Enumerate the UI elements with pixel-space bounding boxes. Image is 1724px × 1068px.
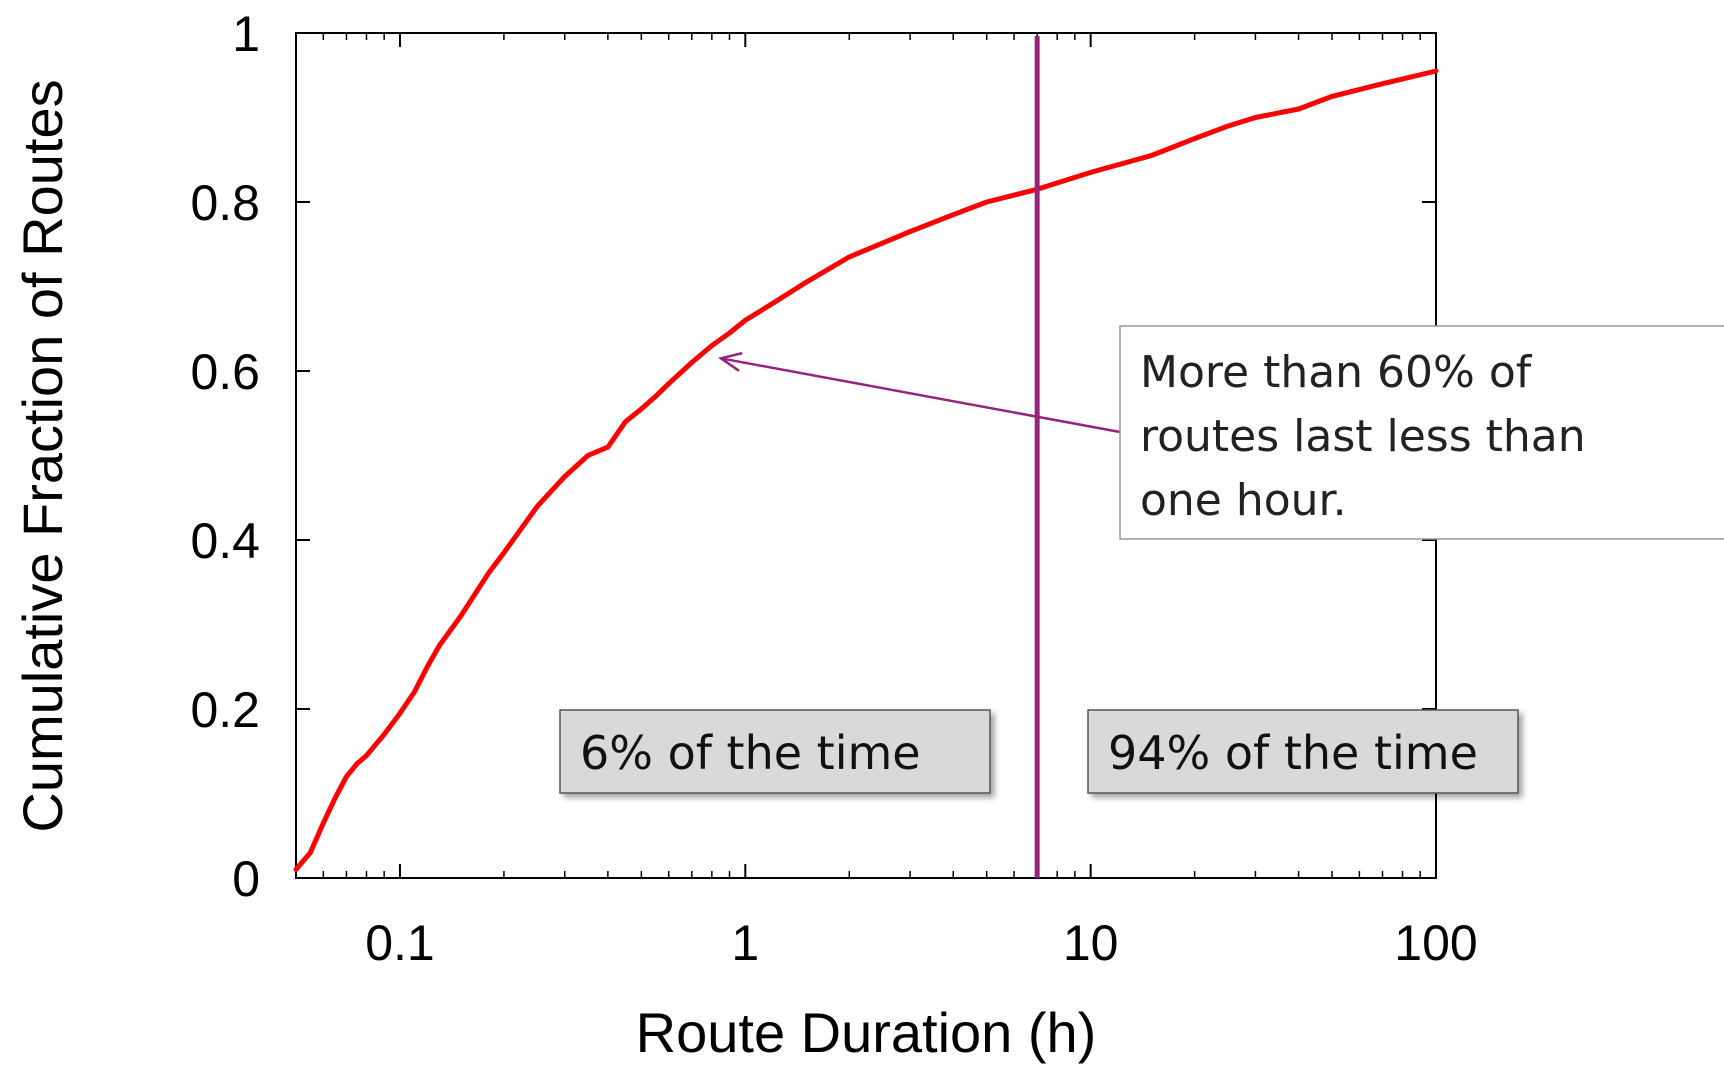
x-tick-label: 100 bbox=[1394, 915, 1477, 971]
x-axis-title: Route Duration (h) bbox=[636, 1001, 1097, 1064]
callout-arrowhead-icon bbox=[717, 351, 743, 372]
callout-line-3: one hour. bbox=[1140, 475, 1347, 526]
label-box-left: 6% of the time bbox=[559, 709, 991, 794]
label-box-right: 94% of the time bbox=[1087, 709, 1519, 794]
label-box-right-text: 94% of the time bbox=[1108, 726, 1478, 780]
callout-box bbox=[1119, 325, 1724, 540]
callout-line-1: More than 60% of bbox=[1140, 347, 1533, 398]
callout-line-2: routes last less than bbox=[1140, 411, 1586, 462]
y-tick-label: 0.4 bbox=[190, 513, 260, 569]
callout-arrow-line bbox=[720, 357, 1121, 434]
label-box-left-text: 6% of the time bbox=[580, 726, 921, 780]
x-tick-label: 10 bbox=[1063, 915, 1119, 971]
y-tick-label: 0.8 bbox=[190, 175, 260, 231]
series-line-route-duration-cdf bbox=[293, 68, 1439, 872]
y-tick-label: 0.6 bbox=[190, 344, 260, 400]
x-tick-label: 1 bbox=[731, 915, 759, 971]
label-box-left-bg bbox=[559, 709, 991, 794]
minor-ticks bbox=[322, 33, 1421, 878]
x-axis-ticks: 0.1 1 10 100 bbox=[365, 33, 1478, 971]
y-axis-title: Cumulative Fraction of Routes bbox=[11, 79, 74, 832]
callout-annotation: More than 60% of routes last less than o… bbox=[717, 325, 1724, 540]
y-tick-label: 0.2 bbox=[190, 682, 260, 738]
x-tick-label: 0.1 bbox=[365, 915, 435, 971]
label-box-right-bg bbox=[1087, 709, 1519, 794]
y-axis-ticks: 0 0.2 0.4 0.6 0.8 1 bbox=[190, 6, 1436, 907]
y-tick-label: 1 bbox=[232, 6, 260, 62]
y-tick-label: 0 bbox=[232, 851, 260, 907]
